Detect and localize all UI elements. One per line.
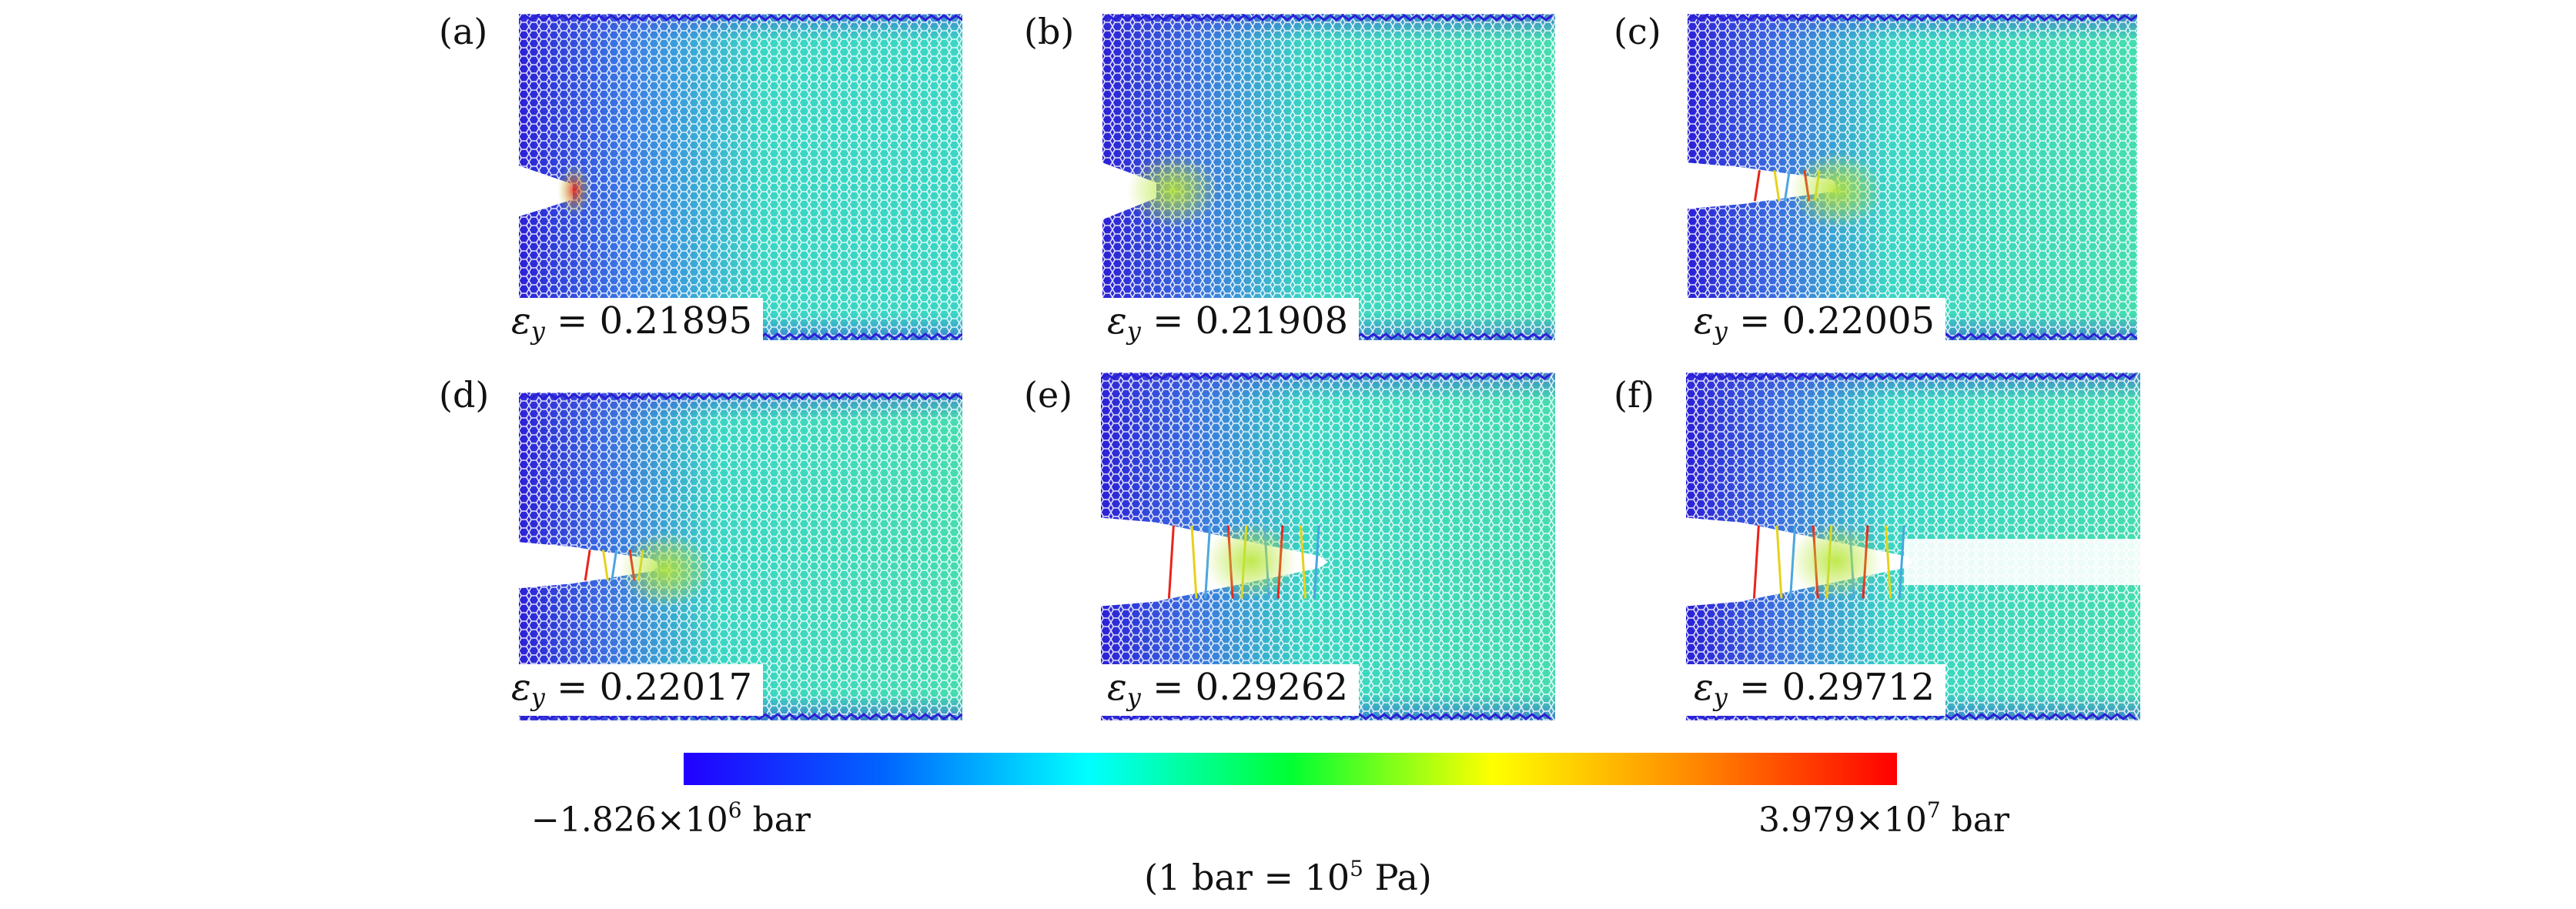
graphene-sheet [519,393,962,720]
strain-label: εy = 0.21895 [500,297,764,349]
strain-value: 0.21908 [1195,299,1349,343]
colorbar-min-label: −1.826×106 bar [531,797,811,840]
panel-a: (a) εy = 0.21895 [439,11,970,349]
strain-value: 0.22005 [1781,299,1935,343]
panel-letter: (d) [439,374,490,416]
lattice-drawing [519,393,962,720]
strain-label: εy = 0.29262 [1096,663,1360,716]
panel-letter: (c) [1614,11,1661,52]
panel-letter: (b) [1024,11,1075,52]
graphene-sheet [1686,373,2140,720]
strain-subscript: y [530,682,545,712]
panel-letter: (f) [1614,374,1654,416]
strain-label: εy = 0.29712 [1683,663,1946,716]
lattice-drawing [1102,14,1555,340]
colorbar-max-label: 3.979×107 bar [1758,797,2009,840]
lattice-drawing [1688,14,2137,340]
strain-subscript: y [1126,682,1141,712]
strain-symbol: ε [1694,665,1714,709]
strain-symbol: ε [1694,299,1714,343]
strain-subscript: y [530,316,545,346]
colorbar-max-mantissa: 3.979 [1758,800,1855,840]
colorbar-max-unit: bar [1951,800,2010,840]
graphene-sheet [519,14,962,340]
graphene-sheet [1101,373,1555,720]
panel-letter: (a) [439,11,488,52]
colorbar-min-unit: bar [752,800,811,840]
panel-f: (f) εy = 0.29712 [1614,373,2145,727]
unit-note-suffix: Pa) [1363,857,1432,898]
strain-label: εy = 0.22005 [1683,297,1946,349]
lattice-drawing [519,14,962,340]
strain-label: εy = 0.22017 [500,663,764,716]
strain-symbol: ε [1107,665,1127,709]
strain-symbol: ε [511,665,531,709]
unit-note-prefix: (1 bar = 10 [1144,857,1350,898]
strain-label: εy = 0.21908 [1096,297,1360,349]
strain-value: 0.21895 [599,299,753,343]
unit-note-exponent: 5 [1350,856,1363,881]
colorbar-max-times: ×10 [1855,800,1927,840]
panel-b: (b) εy = 0.21908 [1024,11,1563,349]
lattice-drawing [1101,373,1555,720]
strain-symbol: ε [511,299,531,343]
colorbar-max-exponent: 7 [1926,797,1941,823]
graphene-sheet [1102,14,1555,340]
graphene-sheet [1688,14,2137,340]
panel-c: (c) εy = 0.22005 [1614,11,2145,349]
lattice-drawing [1686,373,2140,720]
unit-conversion-note: (1 bar = 105 Pa) [0,856,2576,898]
colorbar-min-mantissa: −1.826 [531,800,657,840]
strain-symbol: ε [1107,299,1127,343]
strain-value: 0.29262 [1195,665,1349,709]
colorbar-min-exponent: 6 [728,797,742,823]
stress-colorbar [684,753,1897,785]
strain-subscript: y [1126,316,1141,346]
panel-letter: (e) [1024,374,1073,416]
panel-d: (d) εy = 0.22017 [439,373,970,727]
strain-value: 0.22017 [599,665,753,709]
panel-e: (e) εy = 0.29262 [1024,373,1563,727]
strain-subscript: y [1713,316,1728,346]
strain-value: 0.29712 [1781,665,1935,709]
strain-subscript: y [1713,682,1728,712]
colorbar-min-times: ×10 [656,800,728,840]
